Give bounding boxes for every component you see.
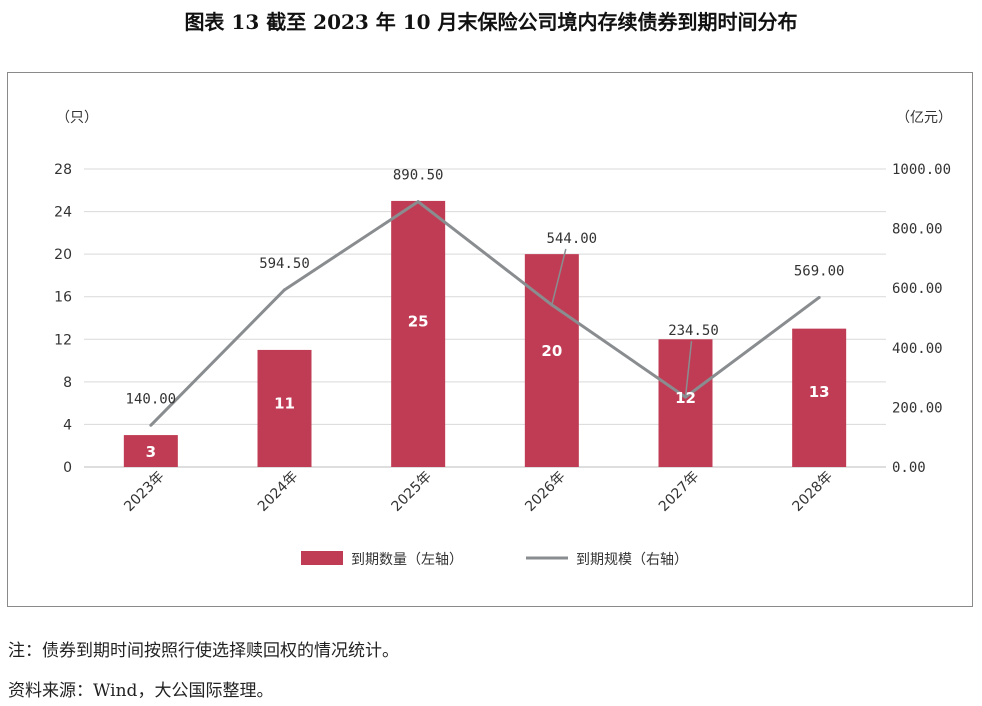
line-value-label: 890.50 [393, 168, 444, 184]
chart-source: 资料来源：Wind，大公国际整理。 [8, 681, 274, 701]
bar [391, 200, 446, 467]
x-tick-label: 2025年 [389, 469, 435, 515]
x-tick-label: 2024年 [255, 469, 301, 515]
bar [792, 328, 847, 467]
right-tick-label: 400.00 [892, 341, 943, 357]
chart-frame: （只） （亿元） 0 4 8 12 16 20 24 28 0.00 200.00 400.00 600.… [7, 72, 973, 607]
leader-line [684, 341, 693, 398]
line-value-label: 594.50 [259, 256, 310, 272]
right-tick-label: 600.00 [892, 281, 943, 297]
bar-value-label: 11 [274, 395, 295, 413]
line-point [149, 423, 153, 427]
left-tick-label: 8 [63, 375, 72, 391]
line-value-label: 544.00 [547, 231, 598, 247]
line-point [817, 295, 821, 299]
bar [524, 254, 579, 467]
bar-value-label: 12 [675, 389, 696, 407]
left-tick-label: 0 [63, 460, 72, 476]
line-point [283, 288, 286, 292]
right-axis-unit: （亿元） [896, 110, 952, 126]
right-tick-label: 1000.00 [892, 162, 951, 178]
line-point [416, 200, 420, 204]
left-axis-unit: （只） [56, 110, 98, 126]
x-tick-label: 2023年 [121, 469, 167, 515]
bar-value-label: 20 [541, 342, 562, 360]
bar-value-label: 25 [408, 313, 429, 331]
right-tick-label: 0.00 [892, 460, 926, 476]
chart-note: 注：债券到期时间按照行使选择赎回权的情况统计。 [8, 641, 399, 661]
x-tick-label: 2028年 [790, 469, 836, 515]
line-value-label: 234.50 [668, 323, 719, 339]
bar-value-label: 3 [146, 443, 156, 461]
left-tick-label: 12 [54, 332, 72, 348]
legend-bar-swatch [301, 551, 343, 565]
line-series [149, 200, 821, 427]
left-tick-label: 24 [54, 205, 72, 221]
bar [658, 339, 713, 467]
bar [123, 435, 178, 467]
legend-bar-label: 到期数量（左轴） [351, 552, 463, 568]
leader-line [551, 248, 567, 306]
dual-axis-chart: （只） （亿元） 0 4 8 12 16 20 24 28 0.00 200.00 400.00 600.… [54, 110, 952, 568]
left-tick-label: 4 [63, 417, 72, 433]
x-tick-label: 2026年 [522, 469, 568, 515]
legend-line-label: 到期规模（右轴） [576, 552, 688, 568]
left-tick-label: 16 [54, 290, 72, 306]
page-title: 图表 13 截至 2023 年 10 月末保险公司境内存续债券到期时间分布 [184, 10, 798, 34]
left-tick-label: 20 [54, 247, 72, 263]
right-tick-label: 200.00 [892, 400, 943, 416]
right-tick-label: 800.00 [892, 222, 943, 238]
bar-value-label: 13 [809, 383, 830, 401]
left-tick-label: 28 [54, 162, 72, 178]
bar [257, 349, 312, 467]
line-value-label: 569.00 [794, 263, 845, 279]
x-tick-label: 2027年 [656, 469, 702, 515]
line-value-label: 140.00 [126, 391, 177, 407]
